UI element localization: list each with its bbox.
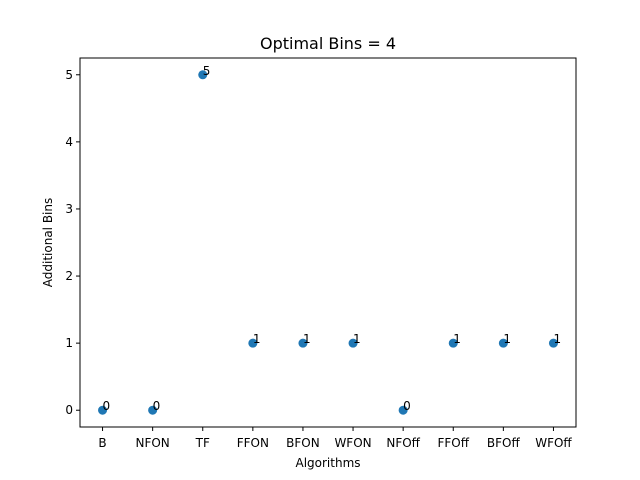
data-label: 1 bbox=[253, 332, 261, 346]
x-tick-label: BFON bbox=[286, 436, 320, 450]
data-point bbox=[398, 405, 408, 415]
x-tick-label: TF bbox=[195, 436, 210, 450]
data-point bbox=[198, 70, 208, 80]
x-axis-label: Algorithms bbox=[295, 456, 360, 470]
data-point bbox=[248, 338, 258, 348]
x-tick-label: B bbox=[98, 436, 106, 450]
y-tick-label: 1 bbox=[65, 336, 73, 350]
x-tick-label: NFOff bbox=[386, 436, 420, 450]
data-label: 1 bbox=[553, 332, 561, 346]
data-label: 1 bbox=[353, 332, 361, 346]
x-tick-label: FFOff bbox=[437, 436, 469, 450]
x-tick-label: NFON bbox=[135, 436, 169, 450]
chart-title: Optimal Bins = 4 bbox=[260, 34, 396, 53]
data-label: 0 bbox=[403, 399, 411, 413]
y-axis-label: Additional Bins bbox=[41, 198, 55, 287]
data-point bbox=[348, 338, 358, 348]
data-point bbox=[298, 338, 308, 348]
data-label: 1 bbox=[453, 332, 461, 346]
plot-area-frame bbox=[79, 57, 577, 428]
data-point bbox=[498, 338, 508, 348]
data-labels: 0 0 5 1 1 1 0 1 1 1 bbox=[103, 64, 562, 413]
x-axis: B NFON TF FFON BFON WFON NFOff FFOff BFOff WFOff bbox=[98, 427, 572, 450]
data-label: 0 bbox=[153, 399, 161, 413]
data-label: 0 bbox=[103, 399, 111, 413]
y-axis: 0 1 2 3 4 5 bbox=[65, 68, 80, 417]
x-tick-label: BFOff bbox=[487, 436, 521, 450]
data-point bbox=[548, 338, 558, 348]
data-label: 1 bbox=[303, 332, 311, 346]
y-tick-label: 3 bbox=[65, 202, 73, 216]
y-tick-label: 4 bbox=[65, 135, 73, 149]
data-point bbox=[148, 405, 158, 415]
data-label: 5 bbox=[203, 64, 211, 78]
x-tick-label: WFON bbox=[334, 436, 371, 450]
y-tick-label: 5 bbox=[65, 68, 73, 82]
data-points bbox=[98, 70, 558, 415]
x-tick-label: FFON bbox=[237, 436, 269, 450]
x-tick-label: WFOff bbox=[535, 436, 572, 450]
y-tick-label: 0 bbox=[65, 403, 73, 417]
y-tick-label: 2 bbox=[65, 269, 73, 283]
data-point bbox=[448, 338, 458, 348]
data-point bbox=[98, 405, 108, 415]
data-label: 1 bbox=[503, 332, 511, 346]
